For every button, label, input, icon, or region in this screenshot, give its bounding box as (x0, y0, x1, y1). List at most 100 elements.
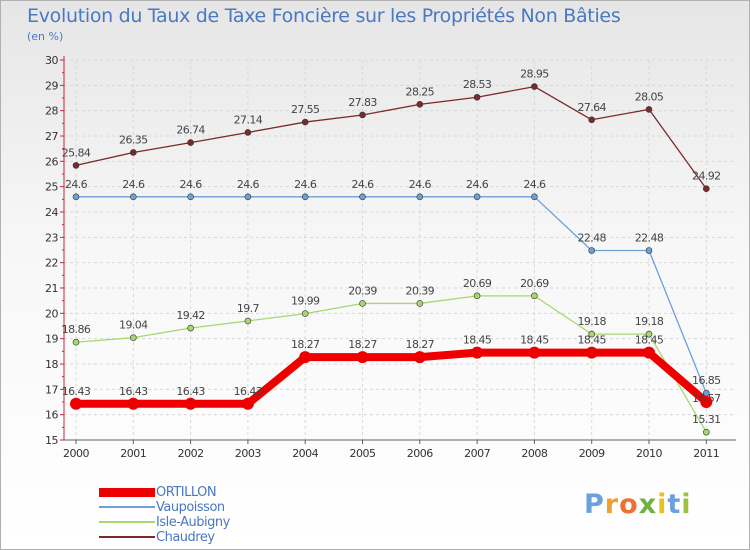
data-point (70, 397, 82, 410)
data-point (585, 346, 598, 359)
data-label: 24.6 (237, 178, 260, 191)
legend-swatch (99, 536, 155, 538)
data-label: 27.55 (291, 103, 320, 116)
data-label: 24.6 (294, 178, 317, 191)
x-tick-label: 2004 (292, 447, 318, 460)
data-label: 24.6 (122, 178, 145, 191)
legend-swatch (99, 488, 155, 497)
legend-label: Isle-Aubigny (156, 515, 230, 530)
data-label: 19.18 (577, 315, 606, 328)
data-point (130, 193, 137, 201)
data-point (531, 193, 538, 201)
data-point (416, 193, 424, 201)
data-label: 16.43 (234, 385, 263, 398)
data-point (531, 83, 538, 90)
data-label: 19.99 (291, 295, 320, 308)
data-point (187, 324, 194, 332)
data-label: 18.86 (62, 323, 91, 336)
chart-title: Evolution du Taux de Taxe Foncière sur l… (27, 5, 621, 27)
data-label: 20.39 (406, 284, 435, 297)
data-label: 16.43 (62, 385, 91, 398)
data-point (301, 310, 309, 317)
y-tick-label: 17 (45, 383, 58, 396)
data-point (184, 397, 197, 410)
data-label: 27.64 (577, 101, 606, 114)
data-label: 28.95 (520, 68, 549, 81)
data-label: 18.45 (463, 334, 492, 347)
data-point (72, 162, 80, 169)
y-tick-label: 29 (45, 79, 58, 92)
y-tick-label: 28 (45, 105, 58, 118)
data-point (244, 317, 252, 325)
data-point (702, 428, 710, 436)
data-point (643, 346, 655, 359)
data-point (645, 106, 653, 113)
data-point (130, 149, 137, 156)
x-tick-label: 2010 (636, 447, 662, 460)
data-point (645, 330, 653, 338)
data-label: 24.6 (466, 178, 489, 191)
data-point (473, 93, 481, 101)
logo-letter: x (638, 489, 658, 520)
data-label: 28.05 (635, 90, 664, 103)
data-point (72, 338, 80, 346)
data-point (187, 193, 194, 201)
data-label: 20.69 (463, 277, 492, 290)
data-point (301, 193, 309, 201)
data-label: 24.6 (180, 178, 203, 191)
data-point (473, 292, 481, 300)
data-point (531, 292, 538, 300)
data-point (187, 139, 194, 146)
y-tick-label: 18 (45, 358, 58, 371)
y-tick-label: 30 (45, 54, 58, 67)
data-label: 27.83 (348, 96, 377, 109)
data-label: 28.25 (406, 85, 435, 98)
data-point (473, 193, 481, 201)
data-point (244, 129, 252, 136)
data-label: 16.43 (176, 385, 205, 398)
data-label: 24.6 (523, 178, 546, 191)
x-tick-label: 2011 (693, 447, 719, 460)
data-label: 18.45 (635, 334, 664, 347)
data-point (299, 351, 312, 364)
data-label: 20.39 (348, 284, 377, 297)
data-point (127, 397, 140, 410)
data-point (700, 396, 713, 408)
data-label: 19.7 (237, 302, 260, 315)
data-point (588, 116, 596, 124)
data-label: 24.92 (692, 170, 721, 183)
y-tick-label: 22 (45, 257, 58, 270)
y-tick-label: 16 (45, 409, 58, 422)
series-line-isle-aubigny (75, 295, 707, 433)
data-point (702, 185, 710, 192)
data-point (244, 193, 252, 201)
data-label: 20.69 (520, 277, 549, 290)
y-tick-label: 26 (45, 155, 58, 168)
legend-swatch (99, 506, 155, 508)
y-tick-label: 15 (45, 434, 58, 447)
data-label: 16.57 (692, 392, 721, 405)
data-point (241, 397, 254, 410)
x-tick-label: 2006 (407, 447, 433, 460)
data-label: 24.6 (351, 178, 374, 191)
data-label: 18.27 (348, 338, 377, 351)
data-label: 24.6 (409, 178, 432, 191)
data-label: 18.27 (291, 338, 320, 351)
x-tick-label: 2007 (464, 447, 490, 460)
logo-letter: o (619, 489, 639, 520)
data-point (359, 193, 366, 201)
data-label: 19.18 (635, 315, 664, 328)
data-point (471, 346, 484, 359)
y-tick-label: 24 (45, 206, 58, 219)
x-tick-label: 2009 (579, 447, 605, 460)
data-point (301, 118, 309, 126)
data-label: 24.6 (65, 178, 88, 191)
data-point (356, 351, 369, 364)
data-label: 16.85 (692, 374, 721, 387)
y-tick-label: 27 (45, 130, 58, 143)
y-tick-label: 19 (45, 333, 58, 346)
data-label: 19.04 (119, 319, 148, 332)
logo-letter: i (657, 489, 668, 520)
